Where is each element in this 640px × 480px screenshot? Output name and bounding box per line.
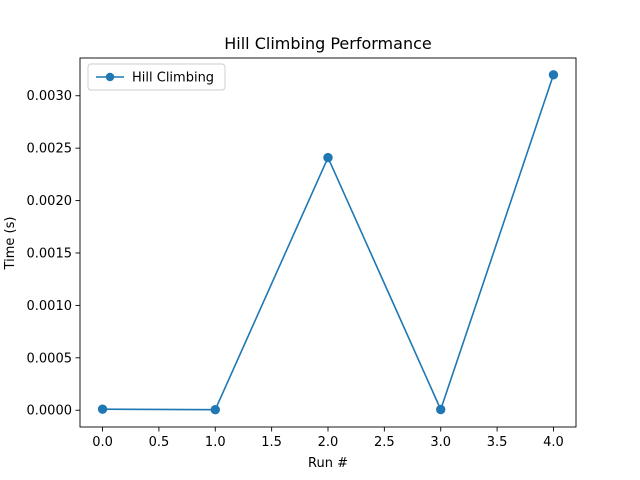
legend-marker-icon xyxy=(105,72,115,82)
data-point xyxy=(210,405,220,415)
y-tick-label: 0.0025 xyxy=(27,142,73,157)
y-axis-label: Time (s) xyxy=(3,217,18,271)
y-tick-label: 0.0030 xyxy=(27,89,73,104)
data-point xyxy=(548,70,559,80)
x-tick-label: 0.0 xyxy=(92,435,113,450)
legend-box xyxy=(87,63,226,91)
plot-area: 0.0 0.5 1.0 1.5 2.0 2.5 3.0 3.5 4.0 0.0000 0.0005 0… xyxy=(27,57,577,450)
x-tick-label: 1.0 xyxy=(205,435,226,450)
x-tick-label: 3.0 xyxy=(430,435,451,450)
x-tick-label: 4.0 xyxy=(543,435,564,450)
chart-title: Hill Climbing Performance xyxy=(224,34,431,53)
y-tick-label: 0.0015 xyxy=(27,246,73,261)
y-tick-label: 0.0010 xyxy=(27,299,73,314)
y-tick-label: 0.0000 xyxy=(27,404,73,419)
x-tick-label: 0.5 xyxy=(149,435,170,450)
legend-label: Hill Climbing xyxy=(132,71,214,86)
x-tick-label: 1.5 xyxy=(261,435,282,450)
x-axis-label: Run # xyxy=(308,456,348,471)
x-tick-label: 3.5 xyxy=(487,435,508,450)
y-tick-label: 0.0020 xyxy=(27,194,73,209)
y-tick-label: 0.0005 xyxy=(27,351,73,366)
data-point xyxy=(323,152,333,163)
x-tick-label: 2.0 xyxy=(318,435,339,450)
legend: Hill Climbing xyxy=(87,63,226,91)
x-tick-label: 2.5 xyxy=(374,435,395,450)
data-point xyxy=(436,404,446,415)
data-point xyxy=(97,404,108,414)
